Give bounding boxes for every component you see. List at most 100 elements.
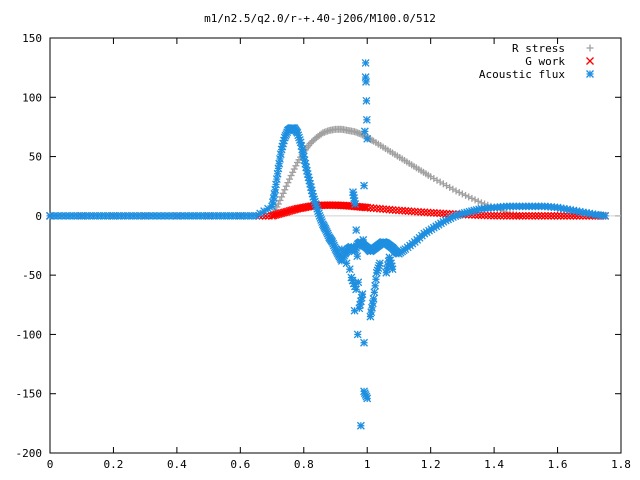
series-2	[46, 58, 610, 430]
data-point-interp	[480, 211, 489, 220]
data-point-interp	[433, 209, 441, 218]
data-point-interp	[276, 196, 284, 204]
data-point-interp	[352, 226, 361, 235]
data-point	[439, 180, 447, 188]
data-point-interp	[362, 96, 371, 105]
x-tick-label: 1.6	[548, 458, 568, 471]
x-tick-label: 0.4	[167, 458, 187, 471]
data-point	[375, 259, 384, 268]
data-point	[287, 172, 295, 180]
data-point-interp	[537, 211, 546, 220]
data-point-interp	[279, 189, 287, 197]
legend-label: Acoustic flux	[479, 68, 565, 81]
x-tick-label: 1	[364, 458, 371, 471]
data-point	[528, 211, 537, 220]
data-point-interp	[417, 208, 426, 216]
data-point-interp	[496, 211, 505, 220]
data-point-interp	[284, 179, 292, 187]
data-point	[465, 193, 473, 201]
data-point-interp	[420, 208, 429, 217]
data-point-interp	[278, 193, 286, 201]
data-point-interp	[407, 207, 416, 216]
data-point-interp	[531, 211, 540, 220]
data-point	[515, 211, 524, 220]
data-point-interp	[493, 211, 502, 220]
axis-ticks: 0 0.2 0.4 0.6 0.8 1 1.2 1.4 1.6 1.8 150 100 50 0 -50 -1…	[16, 32, 631, 471]
data-point	[363, 203, 372, 212]
y-tick-label: -100	[16, 328, 43, 341]
data-point	[426, 208, 435, 217]
data-point	[274, 200, 282, 208]
data-point-interp	[458, 190, 466, 198]
data-point-interp	[436, 178, 444, 186]
legend-marker	[586, 57, 594, 65]
data-point-interp	[506, 211, 514, 220]
data-point-interp	[289, 168, 297, 176]
y-tick-label: -150	[16, 388, 43, 401]
data-point-interp	[499, 211, 508, 220]
plot-frame	[49, 37, 622, 454]
data-point-interp	[486, 211, 495, 220]
data-point-interp	[398, 206, 407, 215]
data-point-interp	[366, 203, 375, 212]
data-point	[414, 207, 422, 216]
data-point-interp	[429, 208, 438, 217]
data-point-interp	[455, 188, 463, 196]
data-point-interp	[359, 235, 368, 244]
data-point-interp	[563, 211, 572, 220]
data-point-interp	[525, 211, 533, 220]
x-tick-label: 0.6	[230, 458, 250, 471]
data-point-interp	[443, 182, 451, 190]
data-point-interp	[360, 203, 369, 212]
data-point-interp	[292, 162, 300, 170]
data-point-interp	[394, 206, 403, 215]
legend-label: R stress	[512, 42, 565, 55]
data-point-interp	[436, 209, 445, 218]
data-point	[601, 211, 610, 220]
data-point-interp	[547, 211, 556, 220]
data-point-interp	[544, 211, 552, 220]
data-point-interp	[468, 194, 476, 202]
data-point-interp	[446, 183, 454, 191]
data-point	[540, 211, 549, 220]
data-point-interp	[286, 175, 294, 183]
x-tick-label: 0.8	[294, 458, 314, 471]
data-point-interp	[559, 211, 568, 220]
data-series	[46, 58, 610, 430]
data-point	[356, 421, 365, 430]
y-tick-label: 150	[22, 32, 42, 45]
data-point	[350, 306, 359, 315]
y-tick-label: -50	[22, 269, 42, 282]
data-point-interp	[353, 252, 362, 261]
data-point-interp	[385, 205, 394, 214]
data-point-interp	[290, 165, 298, 173]
data-point-interp	[512, 211, 521, 220]
data-point-interp	[370, 288, 379, 297]
legend-marker	[586, 70, 594, 78]
data-point	[401, 206, 410, 215]
data-point	[502, 211, 511, 220]
chart-title: m1/n2.5/q2.0/r-+.40-j206/M100.0/512	[204, 12, 436, 25]
data-point-interp	[410, 207, 419, 216]
data-point	[388, 205, 397, 214]
data-point-interp	[521, 211, 530, 220]
data-point-interp	[449, 185, 457, 193]
data-point-interp	[379, 205, 388, 213]
data-point	[363, 394, 372, 403]
data-point	[452, 187, 460, 195]
legend-label: G work	[525, 55, 565, 68]
data-point	[360, 338, 369, 347]
data-point-interp	[550, 211, 559, 220]
data-point	[337, 245, 346, 254]
data-point-interp	[462, 191, 470, 199]
data-point-interp	[362, 77, 370, 86]
data-point	[363, 134, 372, 143]
data-point-interp	[372, 204, 381, 213]
data-point-interp	[360, 127, 369, 136]
data-point-interp	[471, 196, 479, 204]
y-tick-label: -200	[16, 447, 43, 460]
y-tick-label: 0	[35, 210, 42, 223]
data-point	[490, 211, 499, 220]
